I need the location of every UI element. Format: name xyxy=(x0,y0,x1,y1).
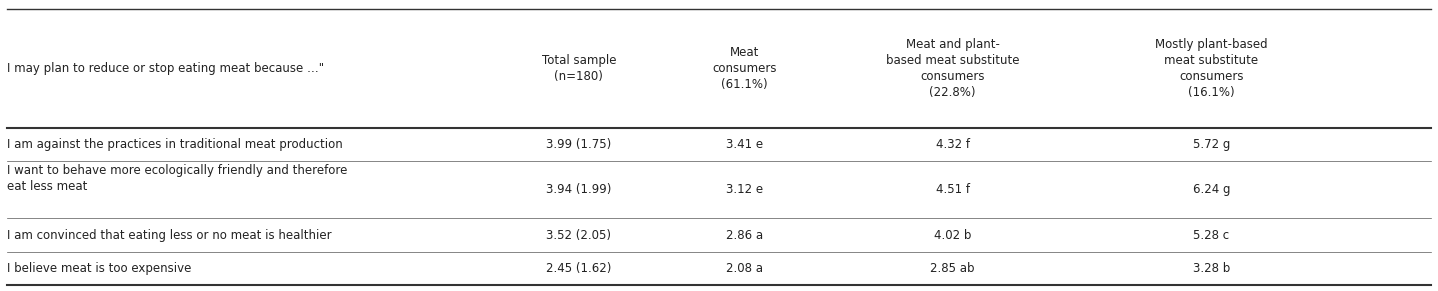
Text: 4.32 f: 4.32 f xyxy=(936,138,969,151)
Text: I am convinced that eating less or no meat is healthier: I am convinced that eating less or no me… xyxy=(7,228,332,242)
Text: I want to behave more ecologically friendly and therefore
eat less meat: I want to behave more ecologically frien… xyxy=(7,164,348,194)
Text: I am against the practices in traditional meat production: I am against the practices in traditiona… xyxy=(7,138,342,151)
Text: 4.02 b: 4.02 b xyxy=(935,228,971,242)
Text: 3.12 e: 3.12 e xyxy=(726,183,762,196)
Text: I may plan to reduce or stop eating meat because …": I may plan to reduce or stop eating meat… xyxy=(7,62,325,75)
Text: 3.94 (1.99): 3.94 (1.99) xyxy=(546,183,611,196)
Text: 6.24 g: 6.24 g xyxy=(1192,183,1231,196)
Text: I believe meat is too expensive: I believe meat is too expensive xyxy=(7,262,191,275)
Text: 5.72 g: 5.72 g xyxy=(1194,138,1229,151)
Text: 3.52 (2.05): 3.52 (2.05) xyxy=(546,228,611,242)
Text: Total sample
(n=180): Total sample (n=180) xyxy=(542,54,615,83)
Text: 4.51 f: 4.51 f xyxy=(936,183,969,196)
Text: 3.99 (1.75): 3.99 (1.75) xyxy=(546,138,611,151)
Text: Meat
consumers
(61.1%): Meat consumers (61.1%) xyxy=(712,46,777,91)
Text: 3.41 e: 3.41 e xyxy=(726,138,762,151)
Text: Meat and plant-
based meat substitute
consumers
(22.8%): Meat and plant- based meat substitute co… xyxy=(886,38,1020,99)
Text: 5.28 c: 5.28 c xyxy=(1194,228,1229,242)
Text: 3.28 b: 3.28 b xyxy=(1194,262,1229,275)
Text: Mostly plant-based
meat substitute
consumers
(16.1%): Mostly plant-based meat substitute consu… xyxy=(1155,38,1268,99)
Text: 2.45 (1.62): 2.45 (1.62) xyxy=(546,262,611,275)
Text: 2.86 a: 2.86 a xyxy=(726,228,762,242)
Text: 2.85 ab: 2.85 ab xyxy=(930,262,975,275)
Text: 2.08 a: 2.08 a xyxy=(726,262,762,275)
